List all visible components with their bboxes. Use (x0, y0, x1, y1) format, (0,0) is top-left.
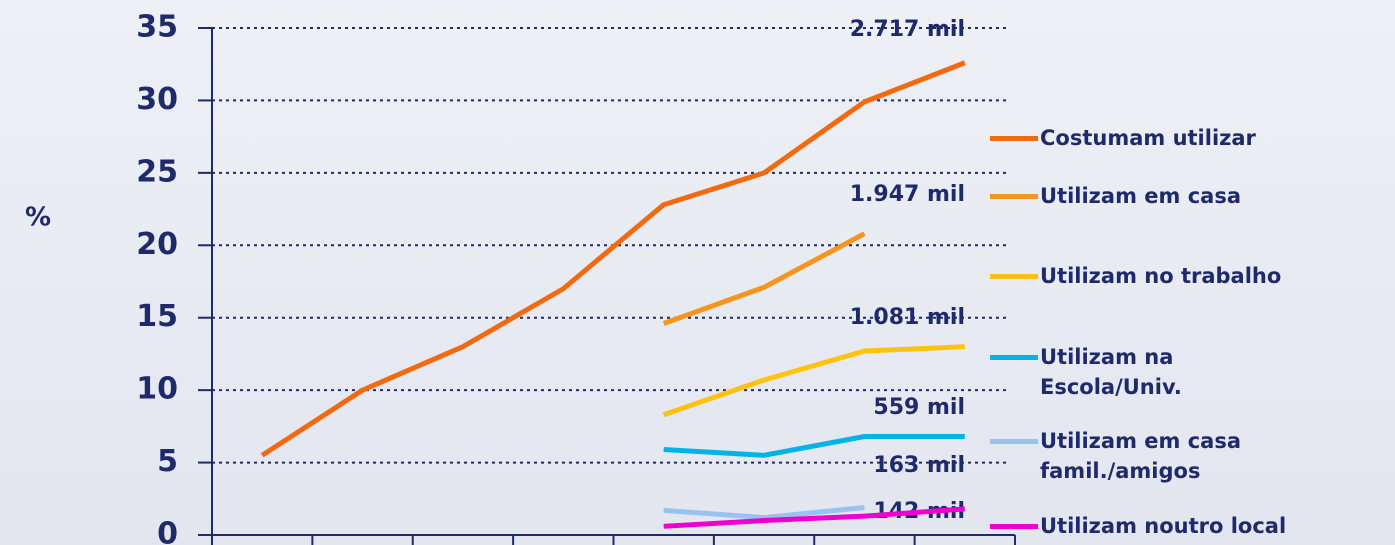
y-tick-label: 0 (157, 517, 178, 545)
legend-label: Utilizam na Escola/Univ. (1040, 345, 1182, 399)
y-tick-label: 20 (136, 227, 178, 262)
legend-swatch (990, 439, 1038, 444)
legend-swatch (990, 274, 1038, 279)
legend-item: Utilizam em casa famil./amigos (990, 426, 1390, 486)
value-annotation: 2.717 mil (850, 17, 965, 42)
legend-label: Costumam utilizar (1040, 126, 1256, 150)
series-line (663, 504, 865, 521)
legend-item: Costumam utilizar (990, 123, 1390, 153)
value-annotation: 1.081 mil (850, 305, 965, 330)
y-tick-label: 35 (136, 10, 178, 45)
y-tick-label: 30 (136, 82, 178, 117)
legend-label: Utilizam em casa (1040, 184, 1241, 208)
legend-item: Utilizam noutro local (990, 511, 1390, 541)
legend-swatch (990, 524, 1038, 529)
legend-swatch (990, 194, 1038, 199)
legend-item: Utilizam na Escola/Univ. (990, 342, 1390, 402)
legend-label: Utilizam no trabalho (1040, 264, 1282, 288)
legend-item: Utilizam no trabalho (990, 261, 1390, 291)
value-annotation: 559 mil (873, 395, 965, 420)
y-tick-label: 15 (136, 299, 178, 334)
legend-label: Utilizam em casa famil./amigos (1040, 429, 1241, 483)
series-line (662, 344, 965, 418)
legend-swatch (990, 136, 1038, 141)
y-tick-label: 25 (136, 154, 178, 189)
value-annotation: 163 mil (873, 453, 965, 478)
legend-swatch (990, 355, 1038, 360)
value-annotation: 1.947 mil (850, 182, 965, 207)
series-line (662, 231, 866, 326)
legend-item: Utilizam em casa (990, 181, 1390, 211)
legend-label: Utilizam noutro local (1040, 514, 1287, 538)
y-tick-label: 5 (157, 444, 178, 479)
y-axis-label: % (25, 203, 51, 233)
series-line (663, 506, 965, 529)
y-tick-label: 10 (136, 372, 178, 407)
series-line (663, 433, 965, 458)
series-line (260, 60, 966, 458)
